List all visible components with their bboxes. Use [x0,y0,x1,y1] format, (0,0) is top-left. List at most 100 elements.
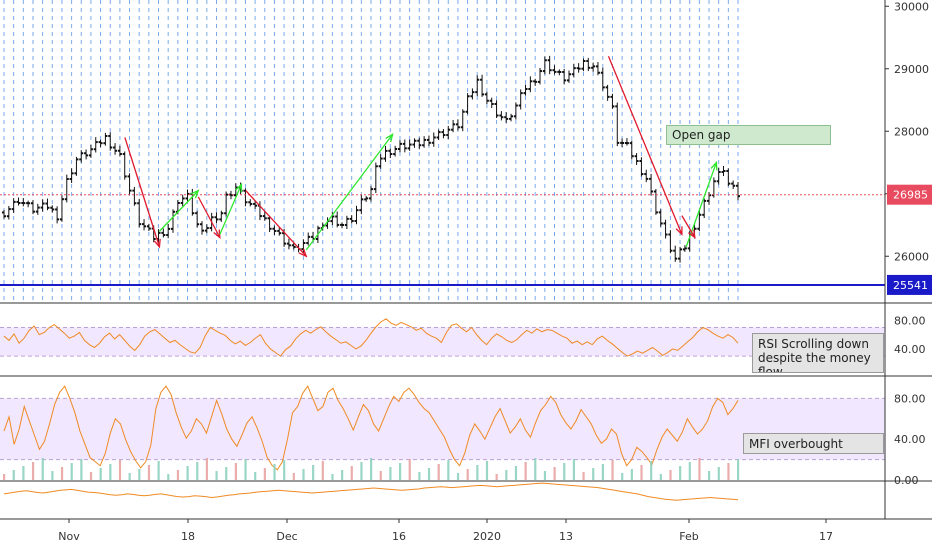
price-bars [0,55,885,286]
price-tick-label: 28000 [894,125,929,138]
volume-bar [534,458,537,480]
volume-bar [186,466,189,480]
volume-bar [485,461,489,480]
volume-bar [70,463,73,480]
rsi-line [3,318,739,357]
down-trend-arrow [197,196,221,238]
mfi-band [0,398,885,460]
time-tick-label: Feb [679,530,698,543]
time-tick-label: 16 [392,530,406,543]
volume-bar [22,466,25,480]
rsi-annotation-text: RSI Scrolling down despite the money flo… [758,337,871,373]
volume-bar [418,472,421,480]
volume-bar [80,459,83,480]
volume-bar [205,458,209,480]
vertical-grid-lines [3,0,739,300]
volume-bar [427,468,431,480]
oscillator-series-line [3,482,739,501]
down-trend-arrowhead [213,229,221,239]
down-trend-arrow [124,137,161,248]
volume-bar [456,473,460,480]
volume-bar [650,461,653,480]
price-tick-label: 26000 [894,250,929,263]
volume-bar [582,472,585,480]
volume-bar [476,465,479,480]
volume-bar [41,458,44,480]
last-price-label: 26985 [893,189,928,202]
volume-bar [572,459,576,480]
volume-bar [717,467,720,480]
volume-bar [283,460,286,480]
time-tick-label: Nov [58,530,80,543]
volume-bar [350,466,353,480]
volume-bar [505,470,508,480]
up-trend-arrowhead [235,182,243,193]
volume-bar [708,471,711,480]
volume-bar [698,458,701,480]
volume-bar [659,474,662,480]
volume-bar [514,466,518,480]
volume-bar [263,468,266,480]
volume-bar [379,471,382,480]
time-tick-label: 13 [559,530,573,543]
rsi-annotation: RSI Scrolling down despite the money flo… [752,333,884,373]
open-gap-text: Open gap [672,128,731,142]
volume-bar [679,466,682,480]
oscillator-line [3,482,739,501]
volume-bar [234,463,237,480]
volume-bar [669,470,672,480]
up-trend-arrow [219,184,243,235]
time-tick-label: 2020 [473,530,501,543]
up-trend-arrow [685,162,718,248]
volume-bar [147,465,151,480]
volume-bar [437,464,440,480]
up-trend-arrowhead [190,189,200,199]
volume-bar [254,472,257,480]
volume-bar [321,461,324,480]
open-gap-annotation: Open gap [666,125,831,145]
up-trend-arrowhead [710,160,718,171]
price-tick-label: 30000 [894,0,929,13]
volume-bar [543,471,547,480]
price-axis: 3000029000280002700026000269852554180.00… [884,0,932,519]
volume-bar [727,463,730,480]
mfi-annotation-text: MFI overbought [749,437,843,451]
down-trend-arrow [681,215,696,238]
down-trend-arrow [245,190,307,257]
mfi-tick-label: 80.00 [894,392,926,405]
volume-bar [60,467,64,480]
down-trend-arrowhead [153,238,161,249]
rsi-series-line [3,318,739,357]
volume-bar [89,472,93,480]
support-badge [887,274,932,295]
mfi-line [3,385,739,471]
volume-bar [601,464,604,480]
volume-bar [341,470,344,480]
volume-bar [157,461,160,480]
volume-bar [292,473,295,480]
volume-bars [3,458,740,480]
volume-bar [640,465,643,480]
down-trend-arrowhead [298,248,308,258]
rsi-tick-label: 40.00 [894,343,926,356]
volume-bar [563,463,566,480]
volume-bar [495,474,498,480]
volume-bar [389,467,392,480]
volume-bar [447,460,450,480]
mfi-tick-label: 40.00 [894,433,926,446]
volume-bar [553,467,556,480]
down-trend-arrowhead [675,226,683,236]
volume-bar [99,468,102,480]
mfi-tick-label: 0.00 [894,474,919,487]
rsi-tick-label: 80.00 [894,314,926,327]
trend-arrows [124,56,718,258]
volume-bar [398,463,402,480]
time-tick-label: 17 [819,530,833,543]
volume-bar [331,474,334,480]
volume-bar [31,462,35,480]
up-trend-arrow [305,133,394,251]
up-trend-arrow [158,190,199,232]
last-price-badge [887,184,932,205]
